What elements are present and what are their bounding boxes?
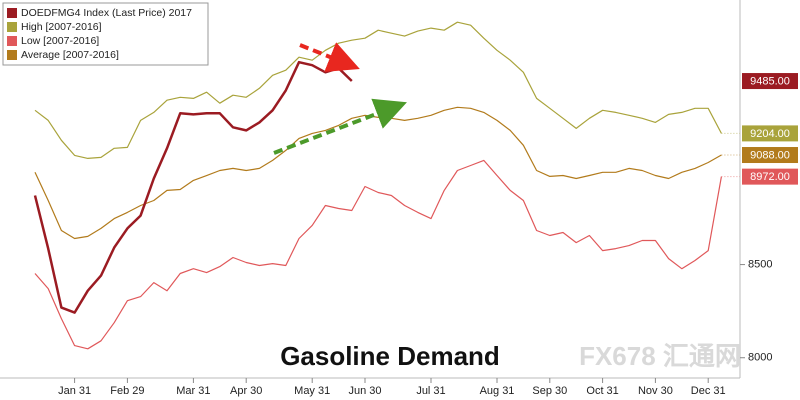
legend-swatch: [7, 50, 17, 60]
y-tick-label: 8000: [748, 352, 772, 364]
end-label: 9204.00: [750, 128, 790, 140]
x-tick-label: Sep 30: [532, 385, 567, 397]
legend-label: DOEDFMG4 Index (Last Price) 2017: [21, 7, 192, 19]
series-line: [33, 60, 353, 314]
legend: DOEDFMG4 Index (Last Price) 2017 High [20…: [2, 2, 209, 66]
watermark: FX678 汇通网: [579, 341, 741, 371]
x-tick-label: Mar 31: [176, 385, 210, 397]
end-label-box: [742, 73, 798, 90]
x-tick-label: Aug 31: [480, 385, 515, 397]
x-tick-label: Apr 30: [230, 385, 262, 397]
end-label-box: [742, 125, 798, 142]
legend-swatch: [7, 36, 17, 46]
x-tick-label: Dec 31: [691, 385, 726, 397]
x-tick-label: Jul 31: [416, 385, 445, 397]
legend-label: High [2007-2016]: [21, 21, 102, 33]
annotation-arrow: [273, 98, 407, 155]
annotation-arrow: [299, 42, 360, 72]
chart-title: Gasoline Demand: [280, 341, 500, 371]
x-tick-label: Jun 30: [348, 385, 381, 397]
series-line: [34, 21, 722, 159]
end-label-box: [742, 168, 798, 185]
x-tick-label: May 31: [294, 385, 330, 397]
legend-swatch: [7, 8, 17, 18]
x-tick-label: Feb 29: [110, 385, 144, 397]
end-label: 9485.00: [750, 75, 790, 87]
legend-swatch: [7, 22, 17, 32]
end-label: 8972.00: [750, 171, 790, 183]
legend-box: [2, 2, 209, 66]
x-tick-label: Oct 31: [586, 385, 618, 397]
end-label: 9088.00: [750, 149, 790, 161]
end-label-box: [742, 147, 798, 164]
y-tick-label: 8500: [748, 258, 772, 270]
x-tick-label: Nov 30: [638, 385, 673, 397]
x-tick-label: Jan 31: [58, 385, 91, 397]
legend-label: Low [2007-2016]: [21, 35, 99, 47]
legend-label: Average [2007-2016]: [21, 49, 119, 61]
series-line: [34, 159, 722, 350]
